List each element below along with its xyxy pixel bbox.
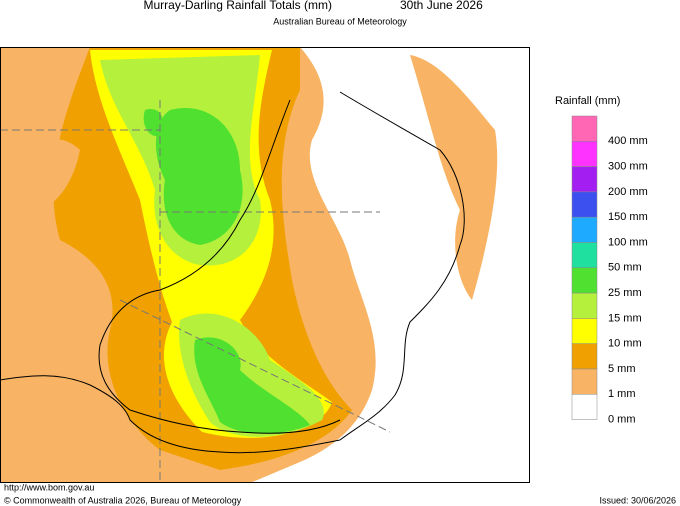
legend-label: 25 mm: [608, 287, 642, 299]
legend-swatch: [571, 318, 598, 344]
legend-swatch: [571, 191, 598, 218]
legend-label: 300 mm: [608, 161, 648, 173]
legend: 400 mm 300 mm 200 mm 150 mm 100 mm 50 mm 25 mm…: [571, 115, 648, 426]
legend-swatch: [571, 166, 598, 193]
map: [0, 47, 530, 483]
legend-swatch: [571, 343, 598, 370]
legend-title: Rainfall (mm): [555, 95, 620, 107]
legend-swatch: [571, 267, 598, 294]
legend-label: 200 mm: [608, 186, 648, 198]
footer-copyright: © Commonwealth of Australia 2026, Bureau…: [4, 495, 242, 505]
legend-swatch: [571, 216, 598, 243]
legend-label: 0 mm: [608, 414, 636, 426]
legend-label: 400 mm: [608, 135, 648, 147]
legend-label: 100 mm: [608, 236, 648, 248]
legend-label: 10 mm: [608, 338, 642, 350]
legend-swatch: [571, 242, 598, 269]
footer-url: http://www.bom.gov.au: [4, 482, 94, 492]
legend-label: 1 mm: [608, 388, 636, 400]
title: Murray-Darling Rainfall Totals (mm): [144, 0, 332, 12]
legend-swatch: [571, 292, 598, 319]
footer-issued: Issued: 30/06/2026: [599, 495, 676, 505]
legend-label: 5 mm: [608, 363, 636, 375]
legend-swatch: [571, 394, 598, 420]
subtitle: Australian Bureau of Meteorology: [273, 16, 407, 26]
legend-label: 50 mm: [608, 262, 642, 274]
legend-swatch: [571, 115, 598, 142]
legend-label: 150 mm: [608, 211, 648, 223]
legend-swatch: [571, 368, 598, 395]
legend-label: 15 mm: [608, 312, 642, 324]
date: 30th June 2026: [400, 0, 483, 12]
legend-swatch: [571, 141, 598, 167]
